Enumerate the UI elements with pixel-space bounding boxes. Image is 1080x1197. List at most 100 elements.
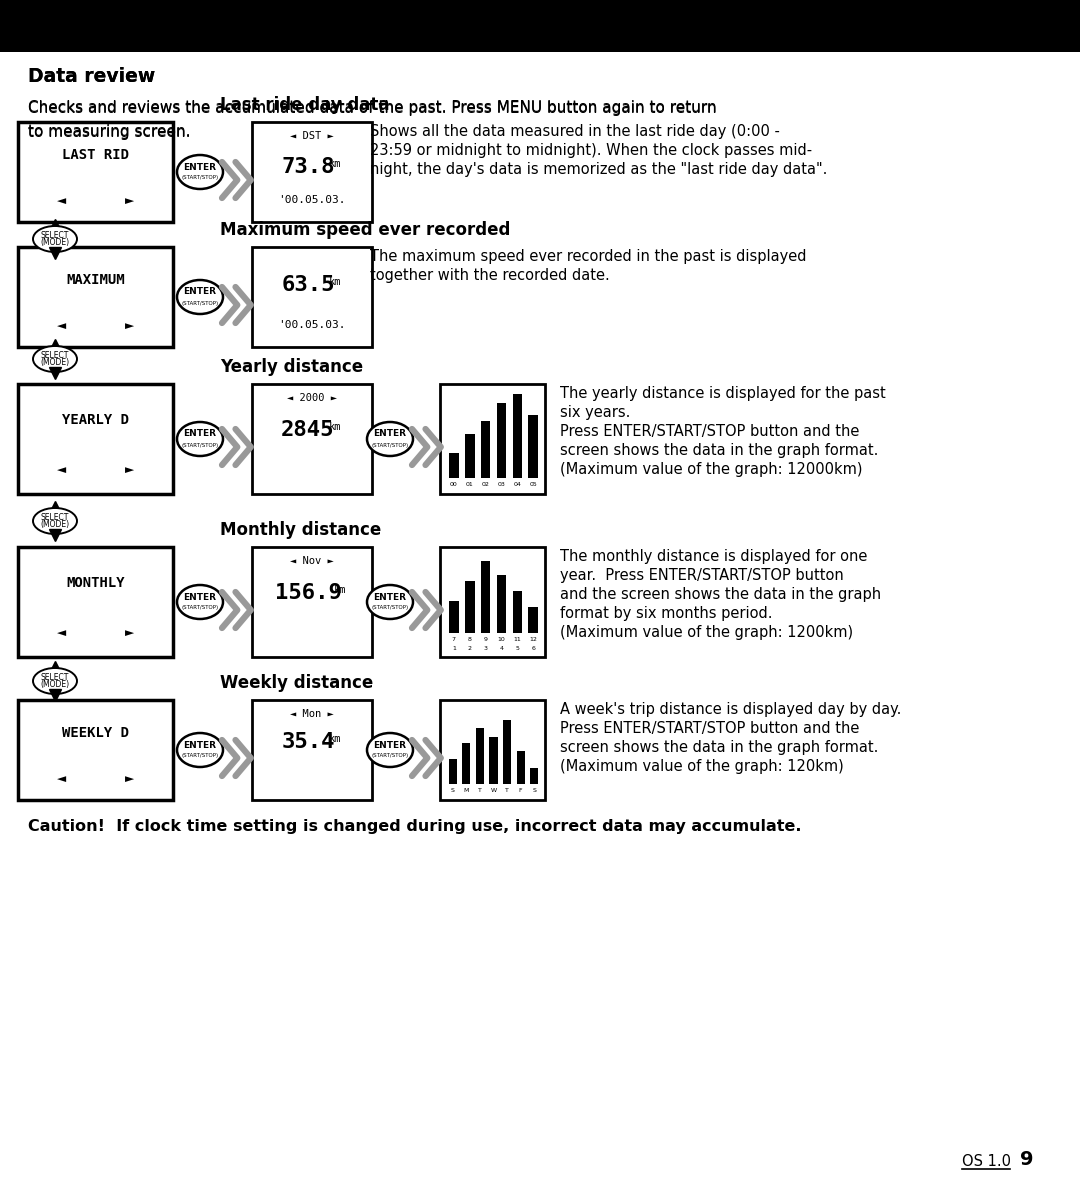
Text: ◄: ◄: [57, 193, 66, 207]
Text: 6: 6: [531, 646, 535, 651]
Text: (START/STOP): (START/STOP): [181, 176, 218, 181]
Bar: [497, 576, 507, 633]
Bar: [18, 247, 173, 347]
Text: six years.: six years.: [561, 405, 631, 420]
Text: M: M: [463, 788, 469, 792]
Text: screen shows the data in the graph format.: screen shows the data in the graph forma…: [561, 443, 878, 458]
Text: ◄: ◄: [57, 462, 66, 478]
Text: km: km: [329, 277, 341, 287]
Text: 63.5: 63.5: [281, 275, 335, 294]
Text: (MODE): (MODE): [40, 238, 69, 248]
Text: 12: 12: [529, 637, 537, 642]
Ellipse shape: [367, 423, 413, 456]
Text: Caution!  If clock time setting is changed during use, incorrect data may accumu: Caution! If clock time setting is change…: [28, 819, 801, 834]
Text: km: km: [329, 159, 341, 169]
Text: The yearly distance is displayed for the past: The yearly distance is displayed for the…: [561, 385, 886, 401]
Ellipse shape: [33, 346, 77, 372]
Bar: [513, 591, 522, 633]
Bar: [440, 700, 545, 800]
Bar: [481, 421, 490, 478]
Text: S: S: [532, 788, 536, 792]
Ellipse shape: [177, 280, 222, 314]
Text: T: T: [478, 788, 482, 792]
Text: km: km: [329, 423, 341, 432]
Text: The maximum speed ever recorded in the past is displayed: The maximum speed ever recorded in the p…: [370, 249, 807, 265]
Bar: [528, 607, 538, 633]
Text: 5: 5: [515, 646, 519, 651]
Bar: [530, 768, 538, 784]
Text: ENTER: ENTER: [374, 593, 406, 602]
Text: ►: ►: [125, 193, 134, 207]
Ellipse shape: [33, 668, 77, 694]
Text: ENTER: ENTER: [374, 741, 406, 749]
Text: Last ride day data: Last ride day data: [220, 96, 390, 114]
Text: A week's trip distance is displayed day by day.: A week's trip distance is displayed day …: [561, 701, 902, 717]
Text: MAXIMUM: MAXIMUM: [66, 273, 125, 287]
Ellipse shape: [177, 154, 222, 189]
Text: (MODE): (MODE): [40, 681, 69, 689]
Bar: [516, 752, 525, 784]
Text: Checks and reviews the accumulated data of the past. Press MENU button again to : Checks and reviews the accumulated data …: [28, 101, 717, 116]
Text: screen shows the data in the graph format.: screen shows the data in the graph forma…: [561, 740, 878, 755]
Text: 3: 3: [484, 646, 487, 651]
Text: 03: 03: [498, 482, 505, 487]
Text: (START/STOP): (START/STOP): [372, 443, 408, 448]
Ellipse shape: [367, 585, 413, 619]
Bar: [489, 737, 498, 784]
Text: 4: 4: [499, 646, 503, 651]
Text: WEEKLY D: WEEKLY D: [62, 727, 129, 740]
Bar: [465, 581, 474, 633]
Text: Shows all the data measured in the last ride day (0:00 -: Shows all the data measured in the last …: [370, 124, 780, 139]
Text: LAST RID: LAST RID: [62, 148, 129, 162]
Text: MONTHLY: MONTHLY: [66, 576, 125, 590]
Text: 10: 10: [498, 637, 505, 642]
Text: Yearly distance: Yearly distance: [220, 358, 363, 376]
Text: (Maximum value of the graph: 1200km): (Maximum value of the graph: 1200km): [561, 625, 853, 640]
Text: together with the recorded date.: together with the recorded date.: [370, 268, 610, 282]
Text: ►: ►: [125, 317, 134, 333]
Text: ENTER: ENTER: [184, 741, 216, 749]
Bar: [0, 0, 1080, 51]
Text: (START/STOP): (START/STOP): [181, 300, 218, 305]
Bar: [503, 721, 511, 784]
Text: ◄: ◄: [57, 771, 66, 785]
Text: 7: 7: [451, 637, 456, 642]
Text: ►: ►: [125, 462, 134, 478]
Text: 23:59 or midnight to midnight). When the clock passes mid-: 23:59 or midnight to midnight). When the…: [370, 142, 812, 158]
Text: 35.4: 35.4: [281, 733, 335, 752]
Text: (START/STOP): (START/STOP): [181, 443, 218, 448]
Bar: [497, 403, 507, 478]
Bar: [252, 700, 372, 800]
Text: (START/STOP): (START/STOP): [372, 606, 408, 610]
Text: '00.05.03.: '00.05.03.: [279, 320, 346, 330]
Text: S: S: [450, 788, 455, 792]
Text: 8: 8: [468, 637, 472, 642]
Bar: [528, 414, 538, 478]
Text: ENTER: ENTER: [184, 287, 216, 297]
Text: ◄: ◄: [57, 625, 66, 640]
Text: 9: 9: [1020, 1150, 1034, 1169]
Text: W: W: [490, 788, 497, 792]
Text: 1: 1: [451, 646, 456, 651]
Text: (Maximum value of the graph: 12000km): (Maximum value of the graph: 12000km): [561, 462, 863, 476]
Text: 05: 05: [529, 482, 537, 487]
Ellipse shape: [367, 733, 413, 767]
Text: T: T: [505, 788, 509, 792]
Text: (Maximum value of the graph: 120km): (Maximum value of the graph: 120km): [561, 759, 843, 774]
Text: 02: 02: [482, 482, 489, 487]
Bar: [449, 454, 459, 478]
Text: (MODE): (MODE): [40, 358, 69, 367]
Text: The monthly distance is displayed for one: The monthly distance is displayed for on…: [561, 549, 867, 564]
Bar: [440, 384, 545, 494]
Bar: [18, 700, 173, 800]
Text: Checks and reviews the accumulated data of the past. Press MENU button again to : Checks and reviews the accumulated data …: [28, 101, 717, 115]
Bar: [481, 561, 490, 633]
Ellipse shape: [177, 423, 222, 456]
Text: Data review: Data review: [28, 67, 156, 86]
Bar: [476, 728, 484, 784]
Text: Press ENTER/START/STOP button and the: Press ENTER/START/STOP button and the: [561, 424, 860, 439]
Text: Weekly distance: Weekly distance: [220, 674, 374, 692]
Text: ◄ 2000 ►: ◄ 2000 ►: [287, 393, 337, 403]
Bar: [252, 122, 372, 221]
Bar: [449, 601, 459, 633]
